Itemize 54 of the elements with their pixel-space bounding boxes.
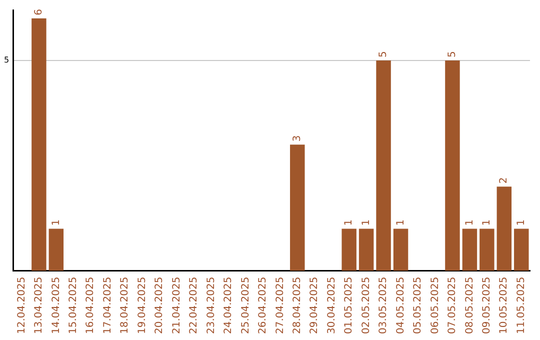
x-tick-label: 20.04.2025: [154, 276, 166, 334]
data-label: 1: [482, 219, 493, 226]
x-tick-label: 01.05.2025: [344, 276, 355, 334]
bar: [290, 144, 305, 271]
x-tick-label: 09.05.2025: [482, 276, 493, 334]
x-tick-label: 11.05.2025: [516, 276, 527, 334]
bar: [393, 228, 408, 271]
data-label: 1: [50, 219, 62, 226]
x-tick-label: 05.05.2025: [412, 276, 424, 334]
x-tick-label: 02.05.2025: [360, 276, 372, 334]
x-tick-label: 24.04.2025: [223, 276, 234, 334]
x-tick-label: 23.04.2025: [206, 276, 217, 334]
x-tick-label: 15.04.2025: [68, 276, 79, 334]
data-label: 1: [344, 219, 355, 226]
data-label: 2: [498, 177, 510, 184]
x-tick-label: 22.04.2025: [188, 276, 200, 334]
bar: [496, 186, 512, 271]
x-tick-label: 19.04.2025: [136, 276, 148, 334]
x-tick-label: 26.04.2025: [258, 276, 269, 334]
x-tick-label: 21.04.2025: [171, 276, 182, 334]
bar: [342, 228, 356, 271]
bar: [48, 228, 64, 271]
bar: [480, 228, 494, 271]
x-tick-label: 13.04.2025: [34, 276, 45, 334]
x-tick-label: 17.04.2025: [102, 276, 114, 334]
bar: [358, 228, 374, 271]
x-tick-label: 10.05.2025: [498, 276, 510, 334]
data-label: 1: [516, 219, 527, 226]
x-tick-label: 27.04.2025: [274, 276, 286, 334]
x-tick-label: 03.05.2025: [378, 276, 390, 334]
bar: [514, 228, 529, 271]
bar: [32, 18, 46, 271]
data-label: 3: [292, 135, 303, 142]
x-tick-label: 06.05.2025: [430, 276, 441, 334]
x-tick-label: 25.04.2025: [240, 276, 252, 334]
x-tick-label: 07.05.2025: [447, 276, 458, 334]
x-tick-label: 12.04.2025: [16, 276, 28, 334]
x-tick-label: 14.04.2025: [50, 276, 62, 334]
data-label: 5: [378, 51, 390, 58]
x-tick-label: 16.04.2025: [85, 276, 96, 334]
data-label: 1: [395, 219, 406, 226]
bar: [376, 60, 391, 271]
x-tick-label: 18.04.2025: [120, 276, 131, 334]
data-label: 5: [447, 51, 458, 58]
data-label: 6: [34, 9, 45, 16]
x-tick-label: 29.04.2025: [309, 276, 320, 334]
data-label: 1: [360, 219, 372, 226]
x-tick-label: 04.05.2025: [395, 276, 406, 334]
bar: [462, 228, 478, 271]
x-tick-label: 30.04.2025: [326, 276, 338, 334]
bar: [445, 60, 460, 271]
data-label: 1: [464, 219, 476, 226]
x-tick-label: 28.04.2025: [292, 276, 303, 334]
x-tick-label: 08.05.2025: [464, 276, 476, 334]
